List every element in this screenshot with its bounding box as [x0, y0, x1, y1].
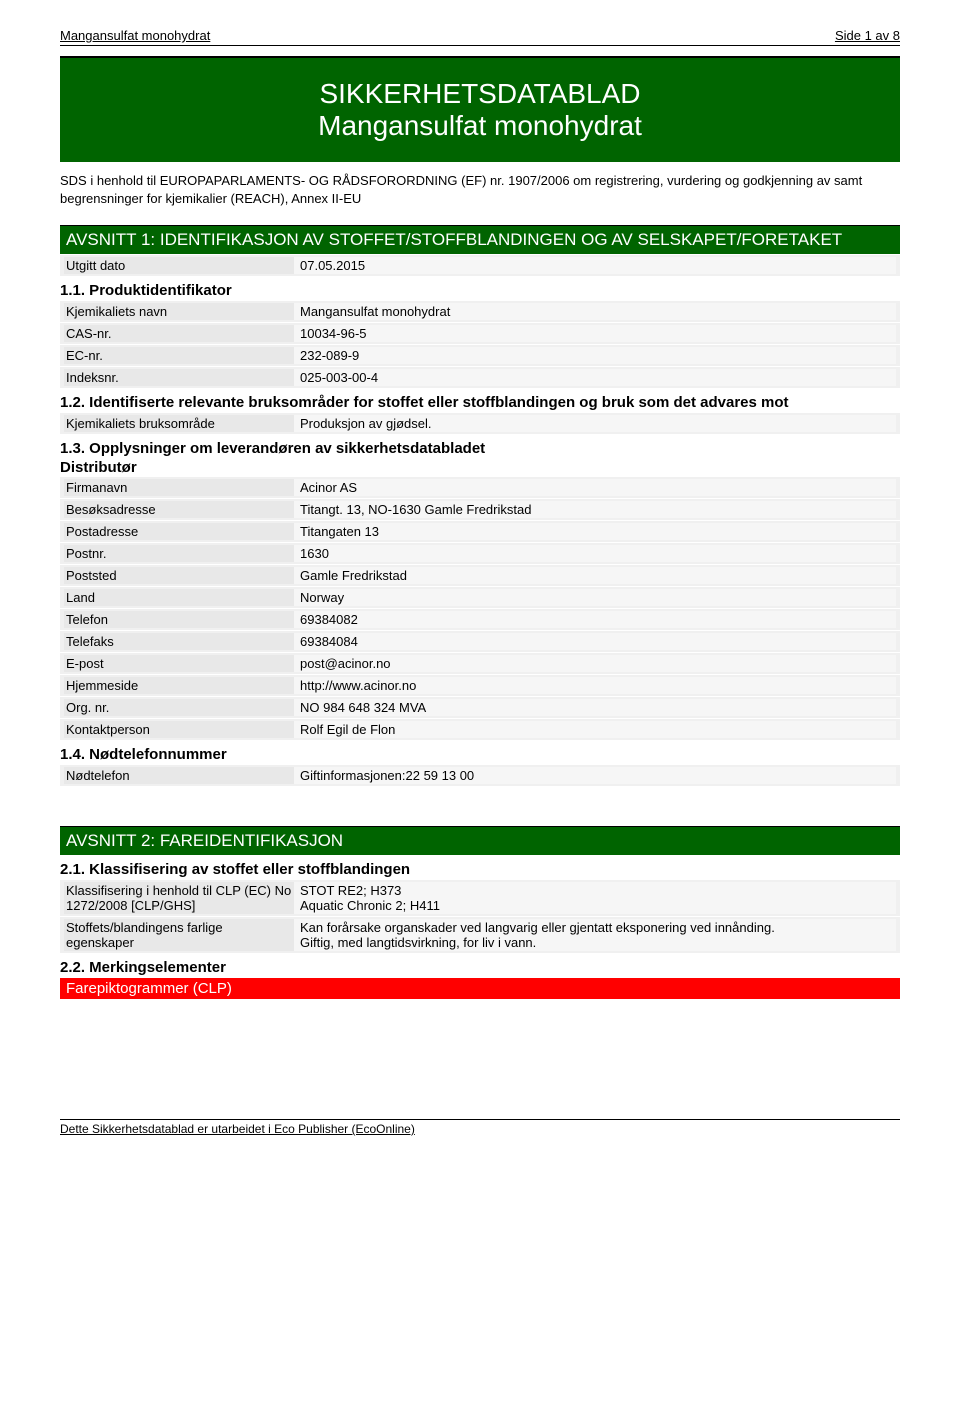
row-value: Titangaten 13 [294, 523, 896, 540]
row-label: Firmanavn [64, 479, 294, 496]
heading-1-3: 1.3. Opplysninger om leverandøren av sik… [60, 440, 900, 457]
row-value: 025-003-00-4 [294, 369, 896, 386]
rows-1-2: Kjemikaliets bruksområdeProduksjon av gj… [60, 413, 900, 434]
hero-line2: Mangansulfat monohydrat [70, 110, 890, 142]
data-row: Klassifisering i henhold til CLP (EC) No… [60, 880, 900, 916]
row-value: post@acinor.no [294, 655, 896, 672]
row-label: Org. nr. [64, 699, 294, 716]
data-row: Telefaks69384084 [60, 631, 900, 652]
data-row: Indeksnr.025-003-00-4 [60, 367, 900, 388]
distributor-label: Distributør [60, 459, 900, 476]
row-value: NO 984 648 324 MVA [294, 699, 896, 716]
header-product: Mangansulfat monohydrat [60, 28, 210, 43]
row-value: Kan forårsake organskader ved langvarig … [294, 919, 896, 951]
rows-1-1: Kjemikaliets navnMangansulfat monohydrat… [60, 301, 900, 388]
row-value: Mangansulfat monohydrat [294, 303, 896, 320]
row-value: 10034-96-5 [294, 325, 896, 342]
pictogram-bar: Farepiktogrammer (CLP) [60, 978, 900, 999]
label-issued: Utgitt dato [64, 257, 294, 274]
data-row: CAS-nr.10034-96-5 [60, 323, 900, 344]
heading-2-1: 2.1. Klassifisering av stoffet eller sto… [60, 861, 900, 878]
rows-2-1: Klassifisering i henhold til CLP (EC) No… [60, 880, 900, 953]
row-label: Nødtelefon [64, 767, 294, 784]
row-label: Kjemikaliets navn [64, 303, 294, 320]
data-row: Org. nr.NO 984 648 324 MVA [60, 697, 900, 718]
row-value: http://www.acinor.no [294, 677, 896, 694]
data-row: KontaktpersonRolf Egil de Flon [60, 719, 900, 740]
row-label: Klassifisering i henhold til CLP (EC) No… [64, 882, 294, 914]
row-label: Indeksnr. [64, 369, 294, 386]
row-label: Poststed [64, 567, 294, 584]
row-label: Stoffets/blandingens farlige egenskaper [64, 919, 294, 951]
heading-1-2: 1.2. Identifiserte relevante bruksområde… [60, 394, 900, 411]
row-label: Land [64, 589, 294, 606]
row-label: CAS-nr. [64, 325, 294, 342]
hero-line1: SIKKERHETSDATABLAD [70, 78, 890, 110]
rows-1-3: FirmanavnAcinor ASBesøksadresseTitangt. … [60, 477, 900, 740]
row-value: Produksjon av gjødsel. [294, 415, 896, 432]
row-value: 232-089-9 [294, 347, 896, 364]
row-value: Norway [294, 589, 896, 606]
data-row: Telefon69384082 [60, 609, 900, 630]
data-row: Kjemikaliets bruksområdeProduksjon av gj… [60, 413, 900, 434]
row-label: E-post [64, 655, 294, 672]
data-row: E-postpost@acinor.no [60, 653, 900, 674]
row-value: Titangt. 13, NO-1630 Gamle Fredrikstad [294, 501, 896, 518]
page-header: Mangansulfat monohydrat Side 1 av 8 [60, 28, 900, 46]
heading-1-1: 1.1. Produktidentifikator [60, 282, 900, 299]
heading-1-4: 1.4. Nødtelefonnummer [60, 746, 900, 763]
data-row: NødtelefonGiftinformasjonen:22 59 13 00 [60, 765, 900, 786]
data-row: Stoffets/blandingens farlige egenskaperK… [60, 917, 900, 953]
data-row: PoststedGamle Fredrikstad [60, 565, 900, 586]
row-label: Hjemmeside [64, 677, 294, 694]
row-value: Rolf Egil de Flon [294, 721, 896, 738]
row-value: Acinor AS [294, 479, 896, 496]
hero-banner: SIKKERHETSDATABLAD Mangansulfat monohydr… [60, 56, 900, 162]
section2-title: AVSNITT 2: FAREIDENTIFIKASJON [60, 826, 900, 855]
data-row: Hjemmesidehttp://www.acinor.no [60, 675, 900, 696]
row-label: Telefaks [64, 633, 294, 650]
row-value: 1630 [294, 545, 896, 562]
footer-text: Dette Sikkerhetsdatablad er utarbeidet i… [60, 1119, 900, 1136]
data-row: Postnr.1630 [60, 543, 900, 564]
row-label: Kjemikaliets bruksområde [64, 415, 294, 432]
row-label: Besøksadresse [64, 501, 294, 518]
data-row: LandNorway [60, 587, 900, 608]
data-row: Kjemikaliets navnMangansulfat monohydrat [60, 301, 900, 322]
row-label: Telefon [64, 611, 294, 628]
value-issued: 07.05.2015 [294, 257, 896, 274]
data-row: FirmanavnAcinor AS [60, 477, 900, 498]
row-value: Giftinformasjonen:22 59 13 00 [294, 767, 896, 784]
row-value: 69384082 [294, 611, 896, 628]
data-row: EC-nr.232-089-9 [60, 345, 900, 366]
row-issued: Utgitt dato 07.05.2015 [60, 255, 900, 276]
row-label: Kontaktperson [64, 721, 294, 738]
page: Mangansulfat monohydrat Side 1 av 8 SIKK… [0, 0, 960, 1176]
row-value: 69384084 [294, 633, 896, 650]
intro-text: SDS i henhold til EUROPAPARLAMENTS- OG R… [60, 172, 900, 207]
row-label: Postadresse [64, 523, 294, 540]
row-value: STOT RE2; H373 Aquatic Chronic 2; H411 [294, 882, 896, 914]
row-label: Postnr. [64, 545, 294, 562]
row-label: EC-nr. [64, 347, 294, 364]
header-page-label: Side 1 av 8 [835, 28, 900, 43]
row-value: Gamle Fredrikstad [294, 567, 896, 584]
heading-2-2: 2.2. Merkingselementer [60, 959, 900, 976]
rows-1-4: NødtelefonGiftinformasjonen:22 59 13 00 [60, 765, 900, 786]
section1-title: AVSNITT 1: IDENTIFIKASJON AV STOFFET/STO… [60, 225, 900, 254]
data-row: BesøksadresseTitangt. 13, NO-1630 Gamle … [60, 499, 900, 520]
data-row: PostadresseTitangaten 13 [60, 521, 900, 542]
